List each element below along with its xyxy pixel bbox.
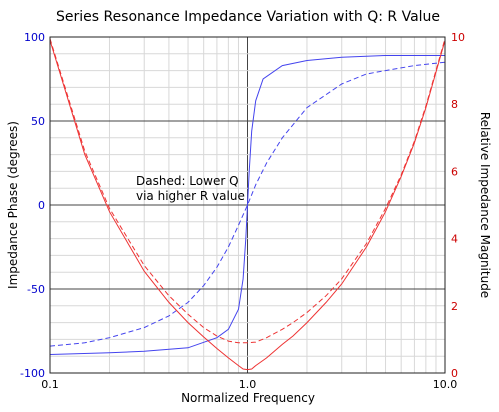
series-line-1-left-solid — [49, 55, 445, 355]
y-axis-right-label: Relative Impedance Magnitude — [478, 112, 492, 298]
series-line-3-right-solid — [49, 40, 446, 371]
x-tick-label: 1.0 — [239, 378, 257, 391]
series-layer — [49, 38, 446, 371]
annotation-line-2: via higher R value — [136, 189, 245, 203]
tick-labels: 0.1 1.0 10.0 100 50 0 -50 -100 10 8 6 4 2 0 — [20, 31, 465, 391]
y-left-tick-label: 100 — [24, 31, 45, 44]
y-right-tick-label: 2 — [451, 300, 458, 313]
chart-title: Series Resonance Impedance Variation wit… — [56, 9, 440, 25]
y-right-tick-label: 8 — [451, 98, 458, 111]
plot-frame — [49, 36, 446, 374]
y-right-tick-label: 6 — [451, 165, 458, 178]
y-left-tick-label: -50 — [27, 283, 45, 296]
x-tick-label: 10.0 — [433, 378, 458, 391]
y-left-tick-label: -100 — [20, 367, 45, 380]
y-left-tick-label: 0 — [38, 199, 45, 212]
x-tick-label: 0.1 — [41, 378, 59, 391]
x-axis-label: Normalized Frequency — [181, 391, 315, 405]
series-line-2-left-dashed — [49, 61, 446, 347]
annotation-line-1: Dashed: Lower Q — [136, 174, 239, 188]
y-left-tick-label: 50 — [31, 115, 45, 128]
y-axis-left-label: Impedance Phase (degrees) — [6, 121, 20, 289]
series-line-4-right-dashed — [49, 38, 446, 344]
y-right-tick-label: 10 — [451, 31, 465, 44]
y-right-tick-label: 4 — [451, 233, 458, 246]
y-right-tick-label: 0 — [451, 367, 458, 380]
